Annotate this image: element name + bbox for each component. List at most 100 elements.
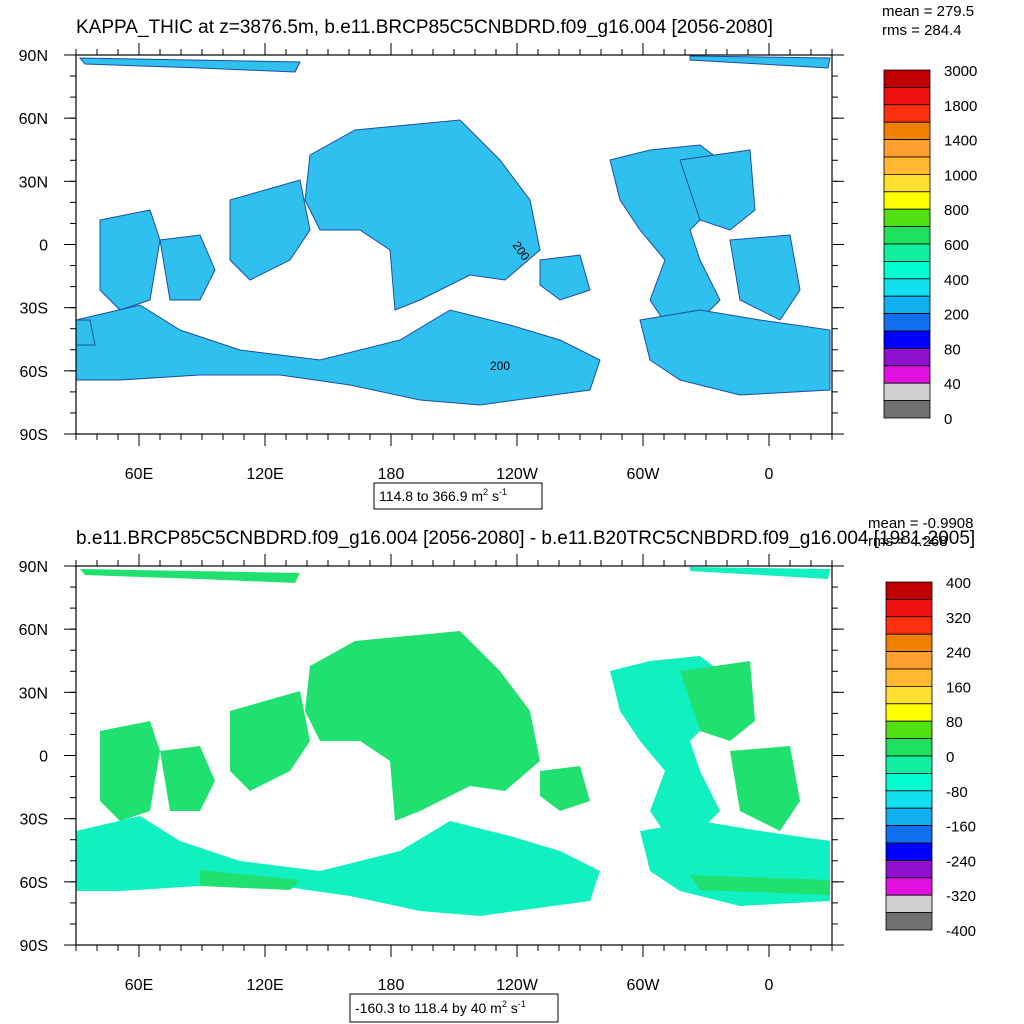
y-tick-label: 30S — [20, 301, 48, 318]
colorbar-label: 400 — [944, 272, 969, 289]
colorbar-swatch — [885, 860, 933, 879]
colorbar-swatch — [885, 668, 933, 687]
colorbar-swatch — [885, 912, 933, 931]
colorbar-swatch — [883, 173, 931, 193]
x-tick-label: 60W — [627, 977, 661, 994]
colorbar-swatch — [883, 243, 931, 262]
panel-2-map — [76, 566, 832, 945]
y-tick-label: 60S — [20, 364, 48, 381]
x-tick-label: 120W — [496, 466, 539, 483]
colorbar-swatch — [883, 260, 931, 280]
y-tick-label: 60S — [20, 875, 48, 892]
colorbar-label: -240 — [946, 853, 976, 870]
colorbar-label: 200 — [944, 307, 969, 324]
colorbar-swatch — [883, 208, 931, 227]
panel-2-range-box — [349, 993, 559, 1023]
x-tick-label: 60E — [125, 466, 153, 483]
colorbar-label: 1000 — [944, 167, 977, 184]
panel-1: KAPPA_THIC at z=3876.5m, b.e11.BRCP85C5C… — [19, 3, 977, 510]
panel-1-rms: rms = 284.4 — [882, 22, 962, 39]
colorbar-swatch — [885, 616, 933, 635]
x-tick-label: 120E — [246, 977, 283, 994]
colorbar-swatch — [885, 825, 933, 844]
y-tick-label: 90N — [19, 559, 48, 576]
colorbar-swatch — [885, 894, 933, 914]
colorbar-label: 600 — [944, 237, 969, 254]
colorbar-swatch — [883, 191, 931, 210]
colorbar-label: 3000 — [944, 63, 977, 80]
colorbar-label: -160 — [946, 819, 976, 836]
colorbar-swatch — [885, 755, 933, 774]
colorbar-swatch — [883, 400, 931, 419]
panel-2-colorbar: 400 320 240 160 80 0 -80 -160 -240 -320 -400 — [885, 575, 976, 940]
colorbar-swatch — [883, 104, 931, 123]
x-tick-label: 120E — [246, 466, 283, 483]
panel-1-contour-label: 200 — [490, 359, 510, 373]
colorbar-label: 800 — [944, 202, 969, 219]
panel-1-range-box — [373, 482, 543, 510]
panel-2: b.e11.BRCP85C5CNBDRD.f09_g16.004 [2056-2… — [19, 515, 976, 1023]
panel-2-title: b.e11.BRCP85C5CNBDRD.f09_g16.004 [2056-2… — [76, 528, 975, 549]
colorbar-swatch — [883, 226, 931, 245]
colorbar-swatch — [883, 313, 931, 332]
colorbar-label: 1400 — [944, 133, 977, 150]
y-tick-label: 0 — [39, 238, 48, 255]
y-tick-label: 90N — [19, 48, 48, 65]
x-tick-label: 180 — [378, 466, 405, 483]
colorbar-swatch — [885, 703, 933, 722]
panel-1-ocean-field — [76, 55, 831, 406]
colorbar-swatch — [885, 651, 933, 670]
colorbar-swatch — [885, 720, 933, 740]
colorbar-swatch — [885, 738, 933, 757]
x-tick-label: 180 — [378, 977, 405, 994]
colorbar-swatch — [885, 877, 933, 896]
colorbar-swatch — [883, 87, 931, 106]
x-tick-label: 60E — [125, 977, 153, 994]
panel-2-mean: mean = -0.9908 — [868, 515, 974, 532]
colorbar-label: 40 — [944, 376, 961, 393]
panel-2-range-label: -160.3 to 118.4 by 40 m2 s-1 — [355, 999, 526, 1016]
x-tick-label: 0 — [765, 466, 774, 483]
colorbar-swatch — [885, 773, 933, 792]
panel-1-map: 200 200 — [76, 55, 832, 434]
colorbar-label: 240 — [946, 645, 971, 662]
panel-2-axes: 60E 120E 180 120W 60W 0 90N 60N 30N 0 30S 60S 90S — [19, 554, 844, 994]
colorbar-swatch — [883, 156, 931, 175]
colorbar-swatch — [883, 330, 931, 349]
colorbar-swatch — [885, 686, 933, 705]
colorbar-swatch — [883, 382, 931, 402]
panel-2-ocean-field — [76, 567, 830, 916]
colorbar-swatch — [883, 121, 931, 140]
colorbar-label: 80 — [944, 341, 961, 358]
y-tick-label: 0 — [39, 749, 48, 766]
colorbar-swatch — [883, 365, 931, 384]
colorbar-label: -320 — [946, 888, 976, 905]
colorbar-swatch — [883, 278, 931, 297]
colorbar-label: -400 — [946, 923, 976, 940]
colorbar-label: 400 — [946, 575, 971, 592]
colorbar-swatch — [885, 807, 933, 827]
y-tick-label: 90S — [20, 427, 48, 444]
y-tick-label: 30N — [19, 174, 48, 191]
colorbar-label: 0 — [946, 749, 954, 766]
colorbar-swatch — [885, 842, 933, 861]
colorbar-swatch — [883, 69, 931, 88]
panel-1-title: KAPPA_THIC at z=3876.5m, b.e11.BRCP85C5C… — [76, 17, 773, 38]
y-tick-label: 90S — [20, 938, 48, 955]
colorbar-label: 0 — [944, 411, 952, 428]
colorbar-swatch — [885, 581, 933, 600]
panel-1-mean: mean = 279.5 — [882, 3, 974, 20]
panel-2-rms: rms = 4.268 — [868, 533, 948, 550]
colorbar-swatch — [883, 347, 931, 367]
y-tick-label: 30N — [19, 685, 48, 702]
x-tick-label: 120W — [496, 977, 539, 994]
colorbar-label: 320 — [946, 610, 971, 627]
y-tick-label: 30S — [20, 812, 48, 829]
colorbar-label: 160 — [946, 679, 971, 696]
colorbar-swatch — [885, 633, 933, 653]
colorbar-label: 1800 — [944, 98, 977, 115]
colorbar-swatch — [883, 295, 931, 315]
panel-1-axes: 60E 120E 180 120W 60W 0 90N 60N 30N 0 30S 60S 90S — [19, 43, 844, 483]
